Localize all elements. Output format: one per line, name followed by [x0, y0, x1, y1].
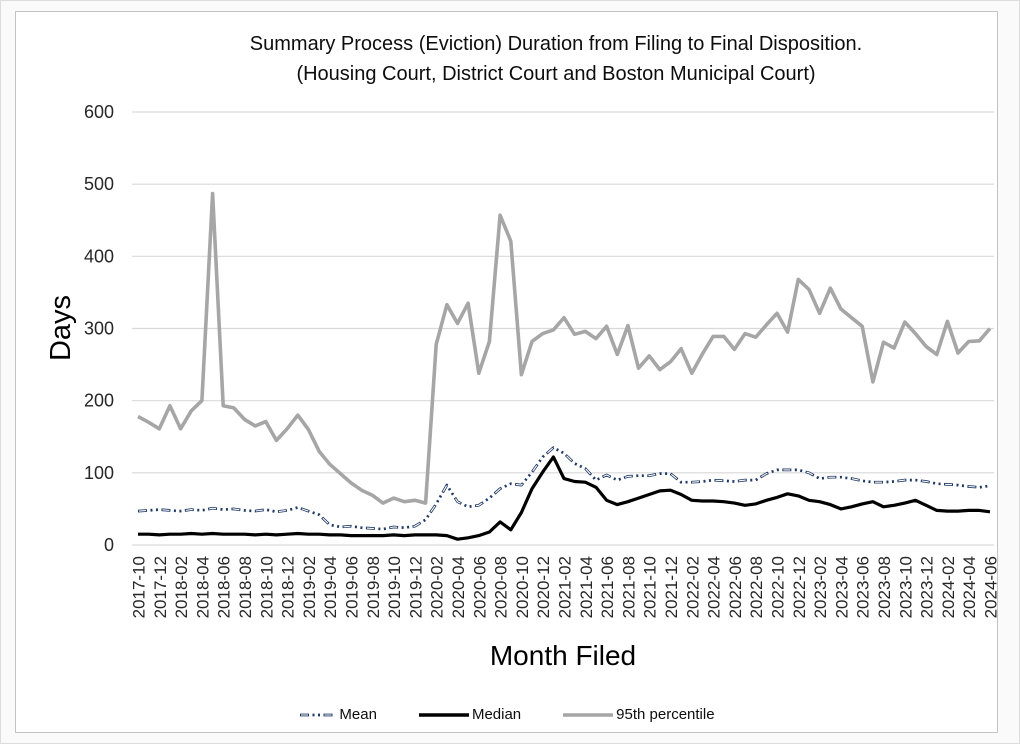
x-tick-label: 2023-02	[811, 556, 830, 618]
legend-label-95th-percentile: 95th percentile	[616, 706, 715, 723]
y-tick-label: 300	[84, 319, 114, 339]
x-tick-label: 2022-10	[769, 556, 788, 618]
y-tick-label: 200	[84, 391, 114, 411]
x-tick-label: 2022-02	[683, 556, 702, 618]
chart-title: Summary Process (Eviction) Duration from…	[249, 33, 863, 55]
x-tick-label: 2019-02	[300, 556, 319, 618]
x-tick-label: 2020-10	[513, 556, 532, 618]
x-tick-label: 2018-12	[279, 556, 298, 618]
legend-swatch-95th-percentile	[563, 712, 614, 717]
legend-swatch-median	[418, 712, 469, 717]
x-tick-label: 2023-04	[832, 556, 851, 618]
x-tick-label: 2024-06	[982, 556, 1001, 618]
x-tick-label: 2023-06	[854, 556, 873, 618]
x-tick-label: 2018-04	[193, 556, 212, 618]
p95-line	[137, 191, 992, 505]
x-tick-label: 2024-02	[939, 556, 958, 618]
x-tick-label: 2023-10	[896, 556, 915, 618]
x-tick-label: 2023-12	[918, 556, 937, 618]
x-tick-label: 2022-08	[747, 556, 766, 618]
x-tick-label: 2020-06	[470, 556, 489, 618]
y-tick-label: 400	[84, 246, 114, 266]
y-tick-label: 600	[84, 102, 114, 122]
median-line	[138, 455, 991, 541]
plot-area: 0 100 200 300 400 500 600 2017-10 2017-12 2018-02…	[16, 97, 1001, 649]
x-tick-label: 2018-08	[236, 556, 255, 618]
legend-item-mean: Mean	[298, 706, 377, 723]
x-tick-label: 2019-10	[385, 556, 404, 618]
x-tick-label: 2021-02	[556, 556, 575, 618]
legend-item-median: Median	[417, 706, 521, 723]
x-tick-label: 2018-06	[215, 556, 234, 618]
y-tick-label: 500	[84, 174, 114, 194]
chart-panel: Summary Process (Eviction) Duration from…	[15, 11, 1001, 733]
x-tick-label: 2021-08	[619, 556, 638, 618]
y-tick-label: 0	[104, 535, 114, 555]
legend-label-median: Median	[471, 706, 522, 723]
x-tick-label: 2020-12	[534, 556, 553, 618]
x-tick-label: 2022-12	[790, 556, 809, 618]
x-tick-label: 2019-04	[321, 556, 340, 618]
chart-subtitle: (Housing Court, District Court and Bosto…	[296, 63, 816, 85]
chart-svg: 0 100 200 300 400 500 600 2017-10 2017-12 2018-02…	[84, 102, 1001, 618]
mean-line	[137, 446, 991, 531]
x-tick-label: 2020-08	[492, 556, 511, 618]
legend-item-95th-percentile: 95th percentile	[561, 706, 715, 723]
x-tick-label: 2024-04	[960, 556, 979, 618]
x-tick-label: 2018-02	[172, 556, 191, 618]
x-axis-title: Month Filed	[489, 640, 637, 671]
x-tick-label: 2021-10	[641, 556, 660, 618]
chart-legend: Mean Median 95th percentile	[16, 706, 997, 723]
x-tick-label: 2020-02	[428, 556, 447, 618]
x-tick-label: 2022-04	[705, 556, 724, 618]
legend-swatch-mean	[300, 713, 337, 716]
x-tick-label: 2021-12	[662, 556, 681, 618]
x-tick-label: 2019-12	[406, 556, 425, 618]
mean-line-hollow-overlay	[137, 446, 991, 530]
chart-title-block: Summary Process (Eviction) Duration from…	[118, 29, 994, 89]
x-tick-label: 2017-12	[151, 556, 170, 618]
x-tick-label: 2023-08	[875, 556, 894, 618]
x-tick-label: 2021-06	[598, 556, 617, 618]
x-tick-label: 2017-10	[130, 556, 149, 618]
x-tick-label: 2021-04	[577, 556, 596, 618]
x-tick-label: 2019-08	[364, 556, 383, 618]
legend-label-mean: Mean	[339, 706, 377, 723]
y-tick-label: 100	[84, 463, 114, 483]
x-tick-label: 2020-04	[449, 556, 468, 618]
x-tick-label: 2018-10	[257, 556, 276, 618]
x-tick-label: 2019-06	[343, 556, 362, 618]
x-tick-label: 2022-06	[726, 556, 745, 618]
